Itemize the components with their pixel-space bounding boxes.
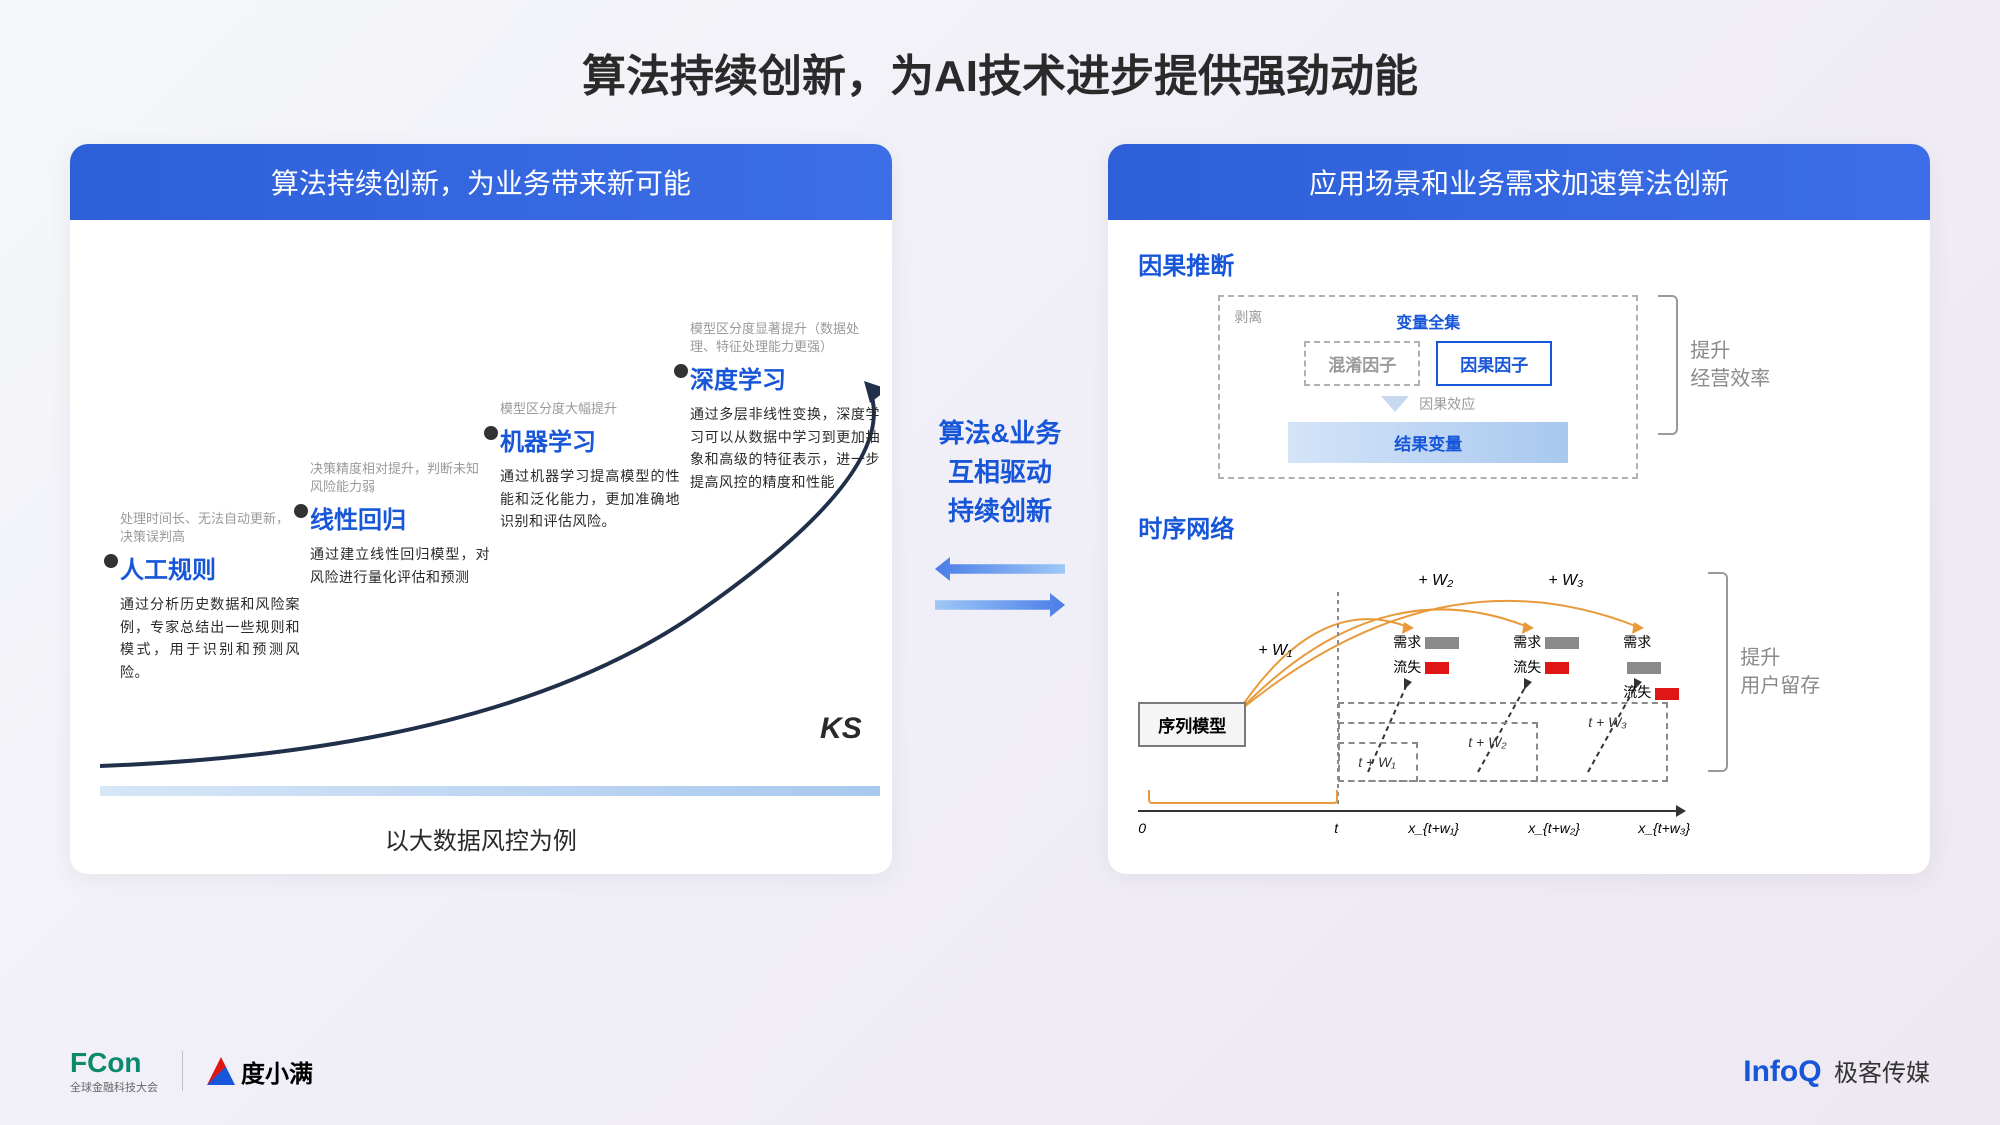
right-panel-header: 应用场景和业务需求加速算法创新 xyxy=(1108,144,1930,220)
causal-section-label: 因果推断 xyxy=(1138,246,1900,281)
ks-label: KS xyxy=(820,712,862,746)
step-title: 线性回归 xyxy=(310,500,490,535)
center-line: 算法&业务 xyxy=(939,418,1062,448)
step-title: 人工规则 xyxy=(120,550,300,585)
footer-right: InfoQ 极客传媒 xyxy=(1743,1053,1930,1089)
right-panel-body: 因果推断 剥离 变量全集 混淆因子 因果因子 因果效应 结果变量 xyxy=(1108,220,1930,874)
step-desc: 通过多层非线性变换，深度学习可以从数据中学习到更加抽象和高级的特征表示，进一步提… xyxy=(690,403,880,493)
step-1: 处理时间长、无法自动更新，决策误判高 人工规则 通过分析历史数据和风险案例，专家… xyxy=(120,510,300,683)
benefit-temporal: 提升 用户留存 xyxy=(1740,644,1820,700)
step-title: 深度学习 xyxy=(690,360,880,395)
seq-model-box: 序列模型 xyxy=(1138,702,1246,747)
dxm-logo: 度小满 xyxy=(207,1054,313,1089)
gray-bar-icon xyxy=(1627,662,1661,674)
x-tick-w1: x_{t+w₁} xyxy=(1408,820,1459,836)
arrow-left-to-right-icon xyxy=(935,593,1065,617)
right-panel: 应用场景和业务需求加速算法创新 因果推断 剥离 变量全集 混淆因子 因果因子 因… xyxy=(1108,144,1930,874)
orange-bracket-icon xyxy=(1148,790,1338,804)
left-panel-header: 算法持续创新，为业务带来新可能 xyxy=(70,144,892,220)
tw-label-2: t + W₂ xyxy=(1468,734,1506,750)
step-desc: 通过机器学习提高模型的性能和泛化能力，更加准确地识别和评估风险。 xyxy=(500,465,680,532)
legend-1: 需求 流失 xyxy=(1393,630,1459,680)
arrow-row: 因果效应 xyxy=(1238,394,1618,414)
left-caption: 以大数据风控为例 xyxy=(70,821,892,856)
infoq-logo: InfoQ xyxy=(1743,1055,1821,1088)
causal-block: 剥离 变量全集 混淆因子 因果因子 因果效应 结果变量 提升 经营效率 xyxy=(1138,295,1900,479)
content-row: 算法持续创新，为业务带来新可能 处理时间长、无法自动更新，决策误判高 人工规则 … xyxy=(0,104,2000,874)
step-note: 模型区分度显著提升（数据处理、特征处理能力更强） xyxy=(690,320,880,356)
red-bar-icon xyxy=(1655,688,1679,700)
step-desc: 通过分析历史数据和风险案例，专家总结出一些规则和模式，用于识别和预测风险。 xyxy=(120,593,300,683)
bracket-temporal: 提升 用户留存 xyxy=(1708,572,1820,772)
benefit-causal: 提升 经营效率 xyxy=(1690,337,1770,393)
baseline-bar xyxy=(100,786,880,796)
bracket-icon xyxy=(1658,295,1678,435)
legend-demand: 需求 xyxy=(1623,634,1651,650)
fcon-logo: FCon 全球金融科技大会 xyxy=(70,1047,158,1095)
w-label-2: + W₂ xyxy=(1418,572,1453,590)
time-axis xyxy=(1138,810,1678,812)
step-3: 模型区分度大幅提升 机器学习 通过机器学习提高模型的性能和泛化能力，更加准确地识… xyxy=(500,400,680,532)
dxm-text: 度小满 xyxy=(241,1054,313,1089)
step-2: 决策精度相对提升，判断未知风险能力弱 线性回归 通过建立线性回归模型，对风险进行… xyxy=(310,460,490,588)
legend-demand: 需求 xyxy=(1393,634,1421,650)
dxm-icon xyxy=(207,1057,235,1085)
temporal-block: + W₁ + W₂ + W₃ 需求 流失 需求 流失 需求 流失 xyxy=(1138,572,1900,832)
bracket-causal: 提升 经营效率 xyxy=(1658,295,1770,435)
legend-3: 需求 流失 xyxy=(1623,630,1688,706)
center-line: 持续创新 xyxy=(948,496,1052,526)
fcon-sub: 全球金融科技大会 xyxy=(70,1079,158,1095)
step-note: 决策精度相对提升，判断未知风险能力弱 xyxy=(310,460,490,496)
geek-text: 极客传媒 xyxy=(1834,1060,1930,1087)
x-tick-w2: x_{t+w₂} xyxy=(1528,820,1580,836)
temporal-diagram: + W₁ + W₂ + W₃ 需求 流失 需求 流失 需求 流失 xyxy=(1138,572,1688,832)
fcon-text: FCon xyxy=(70,1047,158,1079)
center-column: 算法&业务 互相驱动 持续创新 xyxy=(922,144,1079,623)
divider xyxy=(182,1051,183,1091)
x-tick-0: 0 xyxy=(1138,820,1146,836)
w-label-3: + W₃ xyxy=(1548,572,1583,590)
step-note: 处理时间长、无法自动更新，决策误判高 xyxy=(120,510,300,546)
footer-left: FCon 全球金融科技大会 度小满 xyxy=(70,1047,313,1095)
gray-bar-icon xyxy=(1545,637,1579,649)
w-label-1: + W₁ xyxy=(1258,642,1292,660)
down-arrow-icon xyxy=(1381,396,1409,412)
red-bar-icon xyxy=(1545,662,1569,674)
x-tick-w3: x_{t+w₃} xyxy=(1638,820,1690,836)
step-4: 模型区分度显著提升（数据处理、特征处理能力更强） 深度学习 通过多层非线性变换，… xyxy=(690,320,880,493)
arrow-right-to-left-icon xyxy=(935,557,1065,581)
page-title: 算法持续创新，为AI技术进步提供强劲动能 xyxy=(0,0,2000,104)
gray-bar-icon xyxy=(1425,637,1459,649)
tw-label-1: t + W₁ xyxy=(1358,754,1395,770)
legend-churn: 流失 xyxy=(1393,659,1421,675)
causal-diagram: 剥离 变量全集 混淆因子 因果因子 因果效应 结果变量 xyxy=(1218,295,1638,479)
peel-label: 剥离 xyxy=(1234,307,1262,327)
confound-box: 混淆因子 xyxy=(1304,341,1420,386)
center-text: 算法&业务 互相驱动 持续创新 xyxy=(939,414,1062,531)
legend-2: 需求 流失 xyxy=(1513,630,1579,680)
result-box: 结果变量 xyxy=(1288,422,1568,463)
red-bar-icon xyxy=(1425,662,1449,674)
causal-factor-box: 因果因子 xyxy=(1436,341,1552,386)
effect-label: 因果效应 xyxy=(1419,394,1475,414)
legend-churn: 流失 xyxy=(1623,684,1651,700)
causal-top-label: 变量全集 xyxy=(1238,309,1618,333)
step-title: 机器学习 xyxy=(500,422,680,457)
x-tick-t: t xyxy=(1334,820,1338,836)
bracket-icon xyxy=(1708,572,1728,772)
left-panel: 算法持续创新，为业务带来新可能 处理时间长、无法自动更新，决策误判高 人工规则 … xyxy=(70,144,892,874)
tw-label-3: t + W₃ xyxy=(1588,714,1627,730)
step-desc: 通过建立线性回归模型，对风险进行量化评估和预测 xyxy=(310,543,490,588)
footer: FCon 全球金融科技大会 度小满 InfoQ 极客传媒 xyxy=(0,1047,2000,1095)
center-line: 互相驱动 xyxy=(948,457,1052,487)
legend-churn: 流失 xyxy=(1513,659,1541,675)
left-panel-body: 处理时间长、无法自动更新，决策误判高 人工规则 通过分析历史数据和风险案例，专家… xyxy=(70,220,892,874)
causal-row: 混淆因子 因果因子 xyxy=(1238,341,1618,386)
temporal-section-label: 时序网络 xyxy=(1138,509,1900,544)
legend-demand: 需求 xyxy=(1513,634,1541,650)
step-note: 模型区分度大幅提升 xyxy=(500,400,680,418)
